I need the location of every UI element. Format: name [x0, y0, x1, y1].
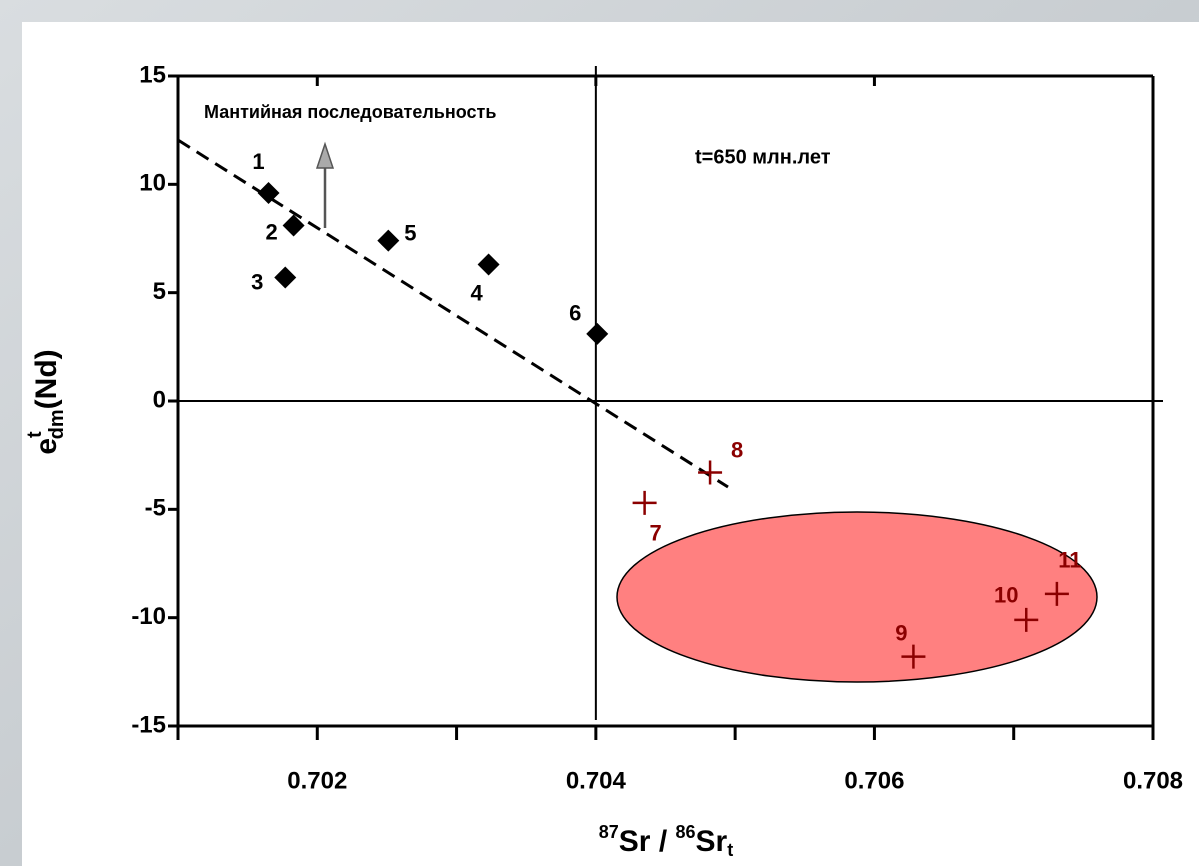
x-label-sup: 87	[599, 822, 619, 842]
x-label-sub: t	[727, 840, 733, 860]
point	[1044, 581, 1069, 606]
point-label: 6	[569, 301, 581, 326]
point	[477, 253, 500, 276]
x-label-sup: 86	[676, 822, 696, 842]
point	[632, 490, 657, 515]
arrow-head	[315, 141, 335, 169]
point	[698, 460, 723, 485]
y-tick-label: -10	[131, 603, 166, 630]
point-label: 4	[470, 280, 483, 305]
point-label: 2	[265, 219, 277, 244]
y-tick-label: 0	[153, 386, 166, 413]
point	[282, 214, 305, 237]
y-tick-label: -15	[131, 711, 166, 738]
plot-panel	[22, 22, 1199, 866]
point	[586, 322, 609, 345]
annotation: Мантийная последовательность	[204, 102, 496, 122]
y-axis-label: etdm(Nd)	[24, 349, 68, 454]
point	[274, 266, 297, 289]
y-tick-label: -5	[145, 495, 166, 522]
trend-line	[177, 138, 729, 489]
y-tick-label: 5	[153, 278, 166, 305]
point	[1014, 607, 1039, 632]
y-label-sup: t	[24, 431, 46, 438]
point	[377, 229, 400, 252]
point	[901, 644, 926, 669]
y-label-base: e	[30, 438, 63, 455]
y-tick-label: 10	[139, 170, 166, 197]
y-tick-label: 15	[139, 61, 166, 88]
y-label-sub: dm	[46, 409, 68, 439]
annotation: t=650 млн.лет	[695, 146, 831, 168]
x-tick-label: 0.708	[1123, 767, 1183, 794]
point-label: 1	[252, 149, 264, 174]
region-ellipse	[616, 511, 1098, 683]
point-label: 10	[994, 583, 1018, 608]
point-label: 8	[731, 437, 743, 462]
x-tick-label: 0.704	[566, 767, 627, 794]
point-label: 7	[649, 521, 661, 546]
point	[257, 182, 280, 204]
point-label: 9	[895, 620, 907, 645]
x-label-part: Sr /	[619, 825, 676, 858]
point-label: 3	[251, 269, 263, 294]
x-axis-label: 87Sr / 86Srt	[599, 822, 733, 860]
x-tick-label: 0.702	[287, 767, 347, 794]
x-label-part: Sr	[696, 825, 728, 858]
point-label: 11	[1058, 548, 1081, 573]
y-label-rest: (Nd)	[30, 349, 63, 409]
x-tick-label: 0.706	[844, 767, 904, 794]
point-label: 5	[404, 220, 416, 245]
